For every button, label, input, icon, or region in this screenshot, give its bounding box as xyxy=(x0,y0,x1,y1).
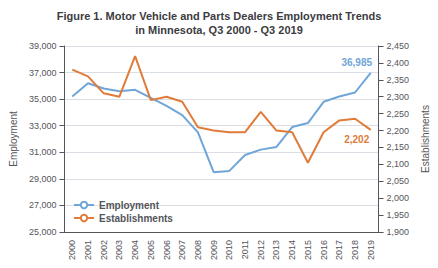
svg-text:2003: 2003 xyxy=(114,240,124,260)
svg-text:2,300: 2,300 xyxy=(387,92,410,102)
svg-text:29,000: 29,000 xyxy=(29,174,57,184)
svg-text:2015: 2015 xyxy=(303,240,313,260)
svg-text:2007: 2007 xyxy=(177,240,187,260)
svg-text:2012: 2012 xyxy=(256,240,266,260)
svg-text:2013: 2013 xyxy=(271,240,281,260)
svg-text:2,400: 2,400 xyxy=(387,58,410,68)
svg-text:2,450: 2,450 xyxy=(387,41,410,51)
svg-text:2,150: 2,150 xyxy=(387,142,410,152)
svg-text:Establishments: Establishments xyxy=(420,105,431,173)
svg-text:2,200: 2,200 xyxy=(387,126,410,136)
svg-text:2006: 2006 xyxy=(162,240,172,260)
svg-text:in Minnesota, Q3 2000 - Q3 201: in Minnesota, Q3 2000 - Q3 2019 xyxy=(135,24,303,36)
svg-text:2,350: 2,350 xyxy=(387,75,410,85)
svg-text:35,000: 35,000 xyxy=(29,94,57,104)
svg-text:2005: 2005 xyxy=(146,240,156,260)
svg-text:2000: 2000 xyxy=(67,240,77,260)
svg-text:2,000: 2,000 xyxy=(387,193,410,203)
svg-text:2008: 2008 xyxy=(193,240,203,260)
svg-text:Figure 1. Motor Vehicle and Pa: Figure 1. Motor Vehicle and Parts Dealer… xyxy=(57,10,382,22)
svg-text:2001: 2001 xyxy=(83,240,93,260)
svg-text:25,000: 25,000 xyxy=(29,227,57,237)
svg-text:2010: 2010 xyxy=(224,240,234,260)
svg-text:1,900: 1,900 xyxy=(387,227,410,237)
svg-text:2011: 2011 xyxy=(240,240,250,259)
svg-text:Employment: Employment xyxy=(8,111,19,167)
svg-text:2019: 2019 xyxy=(366,240,376,260)
svg-text:1,950: 1,950 xyxy=(387,210,410,220)
svg-text:2017: 2017 xyxy=(334,240,344,260)
svg-text:2014: 2014 xyxy=(287,240,297,260)
svg-text:Employment: Employment xyxy=(99,200,160,211)
svg-text:2,250: 2,250 xyxy=(387,109,410,119)
svg-text:2004: 2004 xyxy=(130,240,140,260)
svg-text:Establishments: Establishments xyxy=(99,213,173,224)
svg-text:2,100: 2,100 xyxy=(387,159,410,169)
svg-text:2016: 2016 xyxy=(319,240,329,260)
svg-text:37,000: 37,000 xyxy=(29,68,57,78)
svg-text:2,050: 2,050 xyxy=(387,176,410,186)
svg-text:31,000: 31,000 xyxy=(29,147,57,157)
svg-text:33,000: 33,000 xyxy=(29,121,57,131)
svg-text:36,985: 36,985 xyxy=(341,57,372,68)
svg-text:2018: 2018 xyxy=(350,240,360,260)
svg-text:2009: 2009 xyxy=(209,240,219,260)
svg-text:39,000: 39,000 xyxy=(29,41,57,51)
svg-text:27,000: 27,000 xyxy=(29,200,57,210)
svg-text:2,202: 2,202 xyxy=(344,134,369,145)
svg-text:2002: 2002 xyxy=(99,240,109,260)
